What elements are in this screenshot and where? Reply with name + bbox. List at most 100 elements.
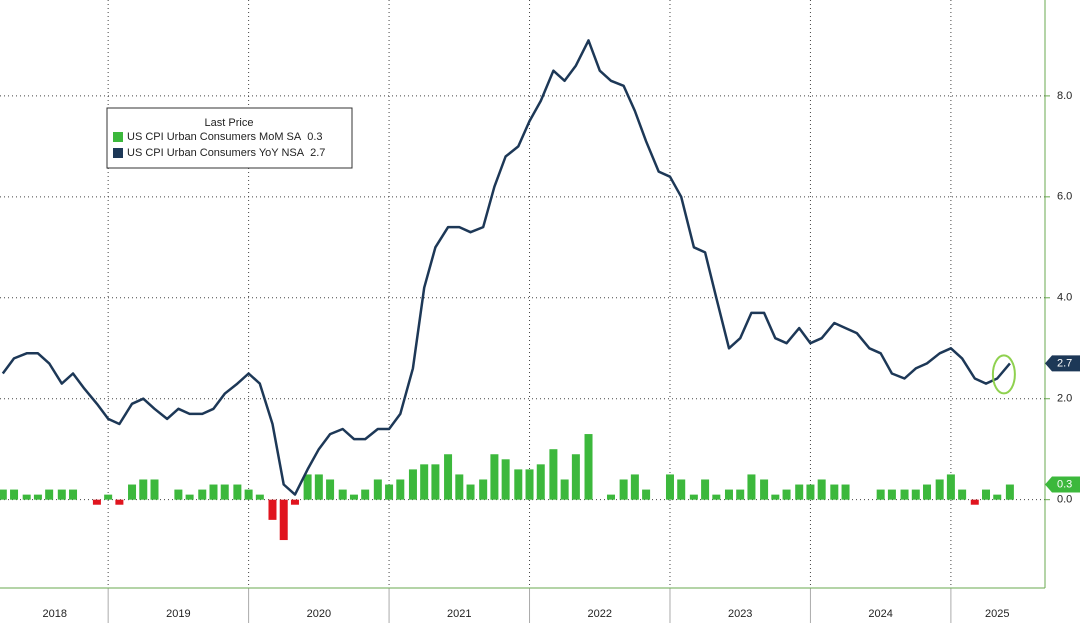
bar [10,489,19,500]
bar [946,474,955,500]
y-tick-label: 4.0 [1057,292,1072,304]
x-tick-label: 2023 [728,608,752,620]
bar [900,489,909,500]
bar [244,489,253,500]
bar [795,484,804,500]
bar [501,459,510,500]
last-value-label: 0.3 [1057,478,1072,490]
bar [782,489,791,500]
bar [326,479,335,500]
bar [701,479,710,500]
bar [689,494,698,500]
bar [139,479,148,500]
bar [198,489,207,500]
bar [408,469,417,500]
bar [736,489,745,500]
bar [290,499,299,505]
x-tick-label: 2024 [868,608,892,620]
x-tick-label: 2018 [43,608,67,620]
x-tick-label: 2019 [166,608,190,620]
bar [630,474,639,500]
bar [33,494,42,500]
bar [490,454,499,500]
legend-box [106,107,353,169]
bar [69,489,78,500]
bar [911,489,920,500]
bar [349,494,358,500]
bar [185,494,194,500]
bar [444,454,453,500]
legend-label: US CPI Urban Consumers YoY NSA [127,147,305,159]
bar [431,464,440,500]
bar [92,499,101,505]
bar [771,494,780,500]
bar [677,479,686,500]
bar [104,494,113,500]
y-tick-label: 8.0 [1057,90,1072,102]
bar [420,464,429,500]
bar [806,484,815,500]
bar [724,489,733,500]
bar [760,479,769,500]
bar [970,499,979,505]
bar [455,474,464,500]
bar [525,469,534,500]
bar [303,474,312,500]
bar [619,479,628,500]
bar [642,489,651,500]
legend-title: Last Price [205,117,254,129]
bar [1005,484,1014,500]
bar [887,489,896,500]
bar [665,474,674,500]
bar [128,484,137,500]
last-value-tag [1045,476,1080,493]
bar [817,479,826,500]
bar [385,484,394,500]
bar [57,489,66,500]
y-tick-label: 0.0 [1057,494,1072,506]
bar [233,484,242,500]
legend-label: US CPI Urban Consumers MoM SA [127,131,302,143]
last-value-tag [1045,355,1080,372]
bar [993,494,1002,500]
bar [958,489,967,500]
legend-value: 0.3 [307,131,322,143]
legend-value: 2.7 [310,147,325,159]
bar [115,499,124,505]
bar [514,469,523,500]
bar [279,499,288,541]
last-value-label: 2.7 [1057,357,1072,369]
x-tick-label: 2021 [447,608,471,620]
x-tick-label: 2020 [307,608,331,620]
bar [830,484,839,500]
legend: Last Price US CPI Urban Consumers MoM SA… [106,107,353,169]
bar [45,489,54,500]
x-tick-label: 2025 [985,608,1009,620]
bar [0,489,7,500]
bar [571,454,580,500]
bar [268,499,277,520]
bar [22,494,31,500]
bar [220,484,229,500]
bar [314,474,323,500]
bar [396,479,405,500]
y-tick-label: 6.0 [1057,191,1072,203]
bar [606,494,615,500]
x-tick-label: 2022 [588,608,612,620]
bar [876,489,885,500]
bar [174,489,183,500]
bar [338,489,347,500]
bar [560,479,569,500]
line [1,39,1011,496]
bar [361,489,370,500]
bar [841,484,850,500]
bar [255,494,264,500]
bar [549,449,558,500]
bar [747,474,756,500]
bar [373,479,382,500]
bar [935,479,944,500]
legend-swatch [113,148,123,158]
